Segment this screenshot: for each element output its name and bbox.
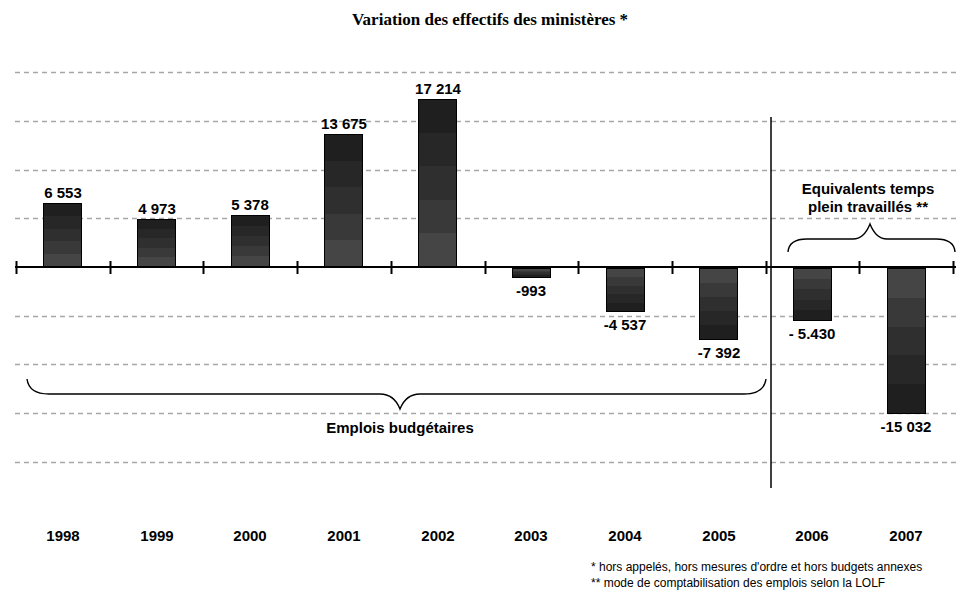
chart-canvas: Variation des effectifs des ministères *…	[0, 0, 969, 602]
value-label-2005: -7 392	[674, 344, 764, 361]
x-tick-label-2004: 2004	[580, 527, 670, 544]
value-label-2003: -993	[486, 282, 576, 299]
bar-2006	[793, 268, 832, 321]
value-label-2002: 17 214	[393, 80, 483, 97]
value-label-1998: 6 553	[18, 184, 108, 201]
left-group-brace	[27, 379, 766, 409]
bar-2002	[418, 99, 457, 267]
bar-1998	[43, 203, 82, 267]
x-tick-label-2001: 2001	[299, 527, 389, 544]
value-label-2006: - 5.430	[767, 325, 857, 342]
value-label-2001: 13 675	[299, 115, 389, 132]
right-group-label-line1: Equivalents temps	[763, 180, 969, 198]
right-group-label: Equivalents temps plein travaillés **	[763, 180, 969, 216]
footnote-1: * hors appelés, hors mesures d'ordre et …	[591, 559, 969, 575]
x-tick-label-2005: 2005	[674, 527, 764, 544]
right-group-label-line2: plein travaillés **	[763, 198, 969, 216]
bar-2005	[699, 268, 738, 340]
x-tick-label-2000: 2000	[205, 527, 295, 544]
x-tick-label-2007: 2007	[861, 527, 951, 544]
x-tick-label-2002: 2002	[393, 527, 483, 544]
bar-2001	[324, 134, 363, 267]
x-tick-label-2003: 2003	[486, 527, 576, 544]
value-label-2000: 5 378	[205, 196, 295, 213]
bar-1999	[137, 219, 176, 267]
bar-2004	[606, 268, 645, 312]
bar-2000	[231, 215, 270, 267]
x-tick-label-1999: 1999	[112, 527, 202, 544]
footnote-2: ** mode de comptabilisation des emplois …	[591, 575, 969, 591]
bar-2007	[887, 268, 926, 414]
x-tick-label-1998: 1998	[18, 527, 108, 544]
value-label-2007: -15 032	[861, 418, 951, 435]
bar-2003	[512, 268, 551, 278]
x-tick-label-2006: 2006	[767, 527, 857, 544]
value-label-1999: 4 973	[112, 200, 202, 217]
value-label-2004: -4 537	[580, 316, 670, 333]
left-group-label: Emplois budgétaires	[290, 419, 510, 436]
footnotes: * hors appelés, hors mesures d'ordre et …	[591, 559, 969, 591]
right-group-brace	[788, 224, 955, 252]
